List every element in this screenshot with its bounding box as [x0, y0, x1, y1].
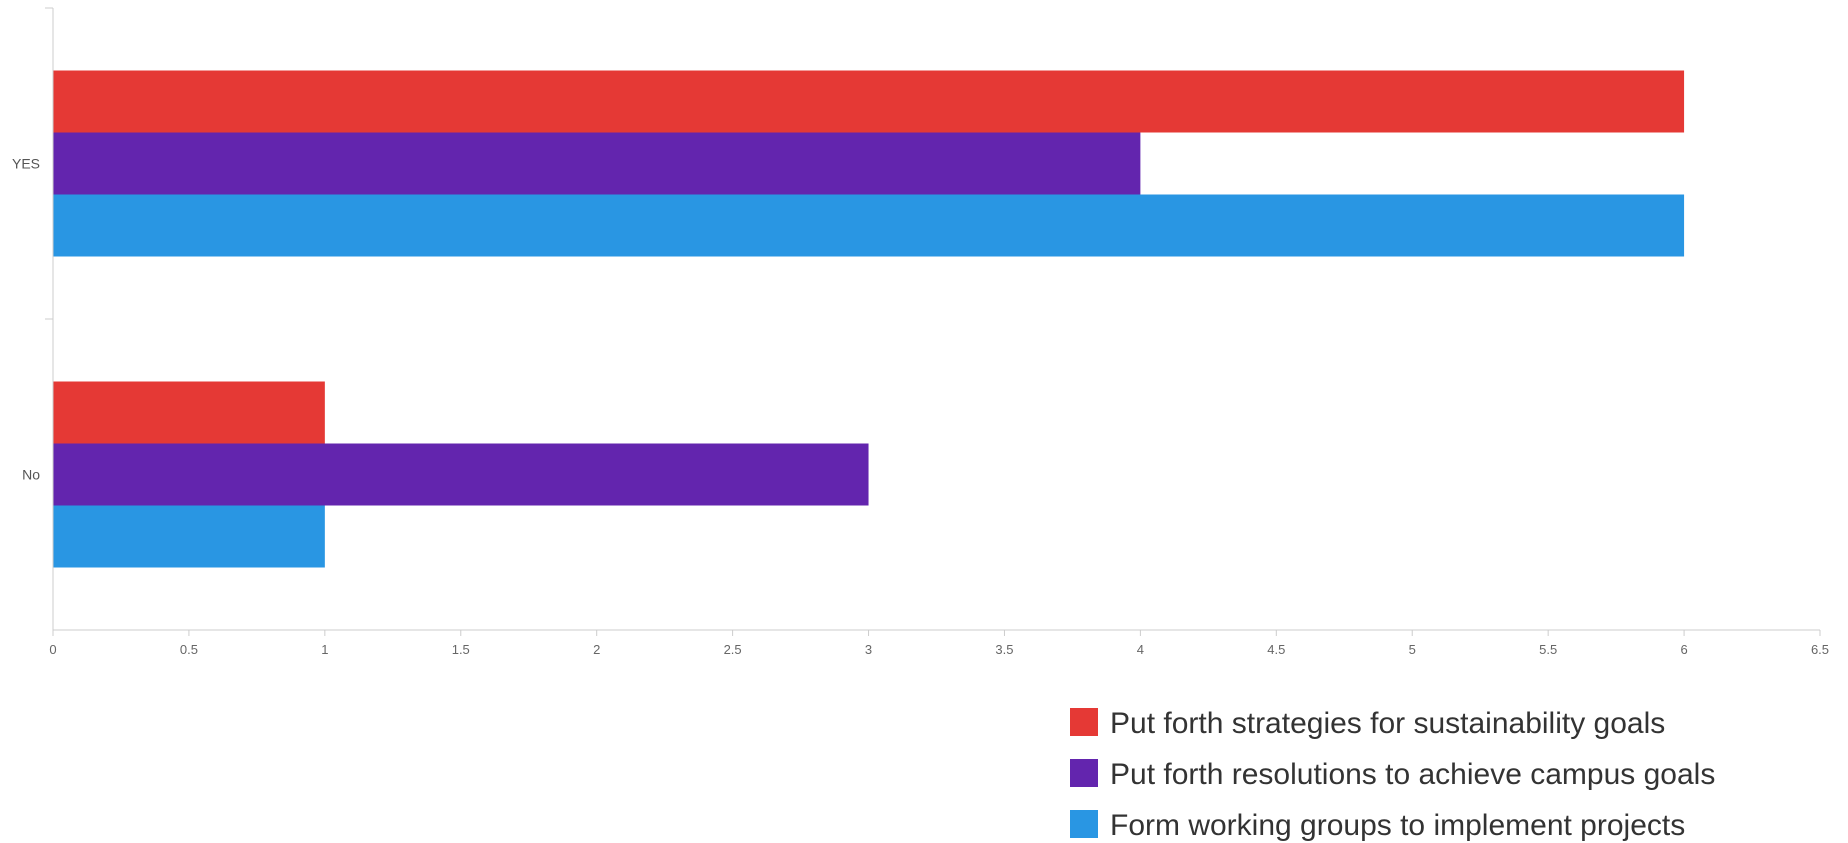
bar-yes-series-1 — [53, 70, 1685, 133]
category-label-yes: YES — [12, 156, 40, 172]
x-tick-label: 1 — [321, 642, 328, 657]
legend-swatch-2 — [1070, 759, 1098, 787]
bars-layer — [53, 70, 1685, 568]
bar-no-series-3 — [53, 505, 325, 568]
x-tick-label: 4 — [1137, 642, 1144, 657]
axes-layer: YES No 0 0.5 1 1.5 2 2.5 3 3.5 4 4.5 5 5.5 6 6.5 — [12, 7, 1829, 657]
x-tick-label: 4.5 — [1267, 642, 1285, 657]
legend-label-3: Form working groups to implement project… — [1110, 809, 1685, 842]
x-tick-label: 5.5 — [1539, 642, 1557, 657]
bar-yes-series-2 — [53, 132, 1141, 195]
legend-swatch-3 — [1070, 810, 1098, 838]
bar-yes-series-3 — [53, 194, 1685, 257]
x-tick-label: 0 — [49, 642, 56, 657]
bar-no-series-2 — [53, 443, 869, 506]
x-tick-label: 2.5 — [724, 642, 742, 657]
x-tick-label: 0.5 — [180, 642, 198, 657]
x-tick-label: 2 — [593, 642, 600, 657]
legend-label-2: Put forth resolutions to achieve campus … — [1110, 758, 1715, 791]
x-tick-label: 3 — [865, 642, 872, 657]
legend-swatch-1 — [1070, 708, 1098, 736]
x-tick-label: 1.5 — [452, 642, 470, 657]
legend-label-1: Put forth strategies for sustainability … — [1110, 707, 1665, 740]
bar-no-series-1 — [53, 381, 325, 444]
category-label-no: No — [22, 467, 40, 483]
x-tick-label: 6 — [1680, 642, 1687, 657]
legend: Put forth strategies for sustainability … — [1070, 707, 1715, 842]
x-tick-label: 5 — [1409, 642, 1416, 657]
x-tick-label: 3.5 — [995, 642, 1013, 657]
x-tick-label: 6.5 — [1811, 642, 1829, 657]
